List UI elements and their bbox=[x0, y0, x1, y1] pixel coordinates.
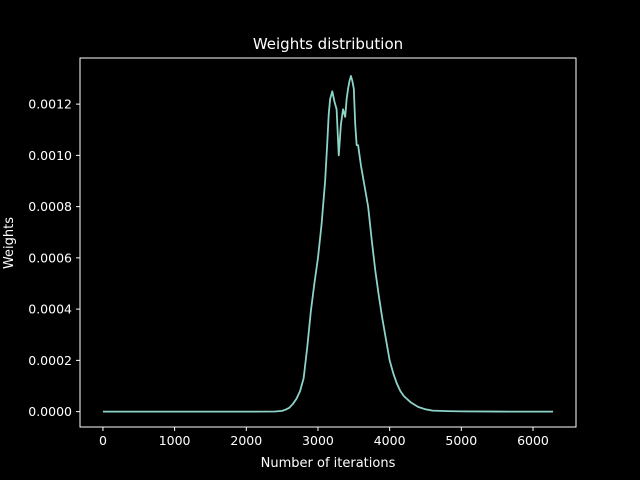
x-tick-label: 4000 bbox=[374, 433, 406, 448]
x-tick-label: 6000 bbox=[517, 433, 549, 448]
plot-frame bbox=[79, 57, 577, 428]
x-tick-label: 0 bbox=[99, 433, 107, 448]
y-axis-title: Weights bbox=[2, 217, 17, 269]
y-tick-label: 0.0008 bbox=[28, 199, 72, 214]
series-layer bbox=[102, 75, 554, 413]
axis-ticks: 0 1000 2000 3000 4000 5000 6000 0.0000 0.0002 0.0… bbox=[28, 97, 549, 448]
chart-title: Weights distribution bbox=[253, 35, 403, 53]
y-tick-label: 0.0004 bbox=[28, 302, 72, 317]
y-tick-label: 0.0006 bbox=[28, 250, 72, 265]
x-axis-title: Number of iterations bbox=[261, 456, 396, 471]
y-tick-label: 0.0010 bbox=[28, 148, 72, 163]
x-tick-label: 2000 bbox=[230, 433, 262, 448]
x-tick-label: 1000 bbox=[159, 433, 191, 448]
y-tick-label: 0.0012 bbox=[28, 97, 72, 112]
series-line bbox=[102, 75, 554, 413]
y-tick-label: 0.0000 bbox=[28, 404, 72, 419]
x-tick-label: 3000 bbox=[302, 433, 334, 448]
x-tick-label: 5000 bbox=[445, 433, 477, 448]
y-tick-label: 0.0002 bbox=[28, 353, 72, 368]
